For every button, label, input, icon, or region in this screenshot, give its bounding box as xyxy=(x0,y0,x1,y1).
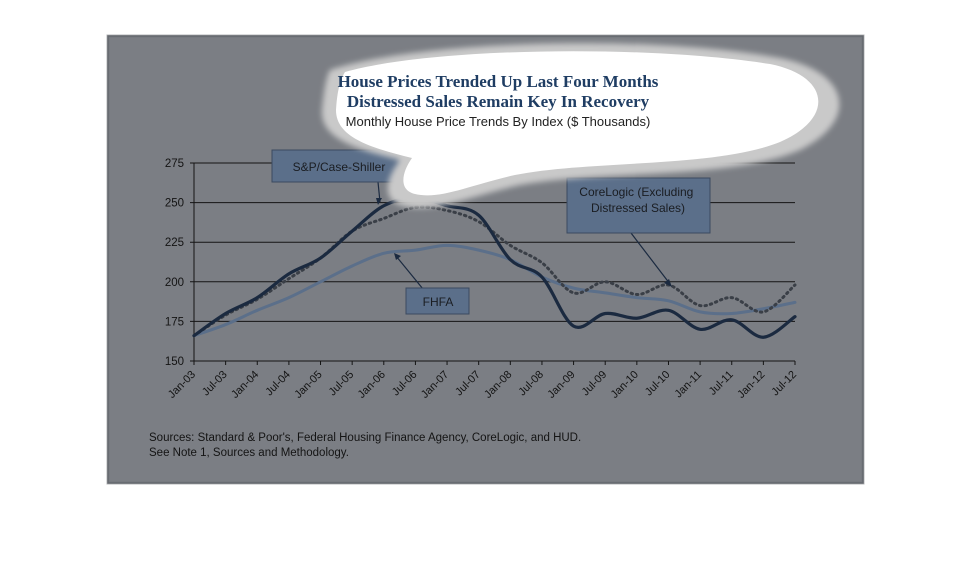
series-line-corelogic xyxy=(192,205,797,338)
y-tick-label: 150 xyxy=(165,356,184,368)
sp-case-shiller-label: S&P/Case-Shiller xyxy=(293,160,386,174)
y-tick-label: 275 xyxy=(165,158,184,170)
corelogic-label-box xyxy=(566,177,711,234)
highlight-scribble xyxy=(321,43,840,208)
corelogic-label: CoreLogic (Excluding Distressed Sales) xyxy=(579,185,696,215)
fhfa-arrow xyxy=(395,255,424,290)
fhfa-label-box xyxy=(405,287,470,315)
sp-arrow-head xyxy=(376,198,382,205)
sources-line-1: Sources: Standard & Poor's, Federal Hous… xyxy=(149,432,581,444)
corelogic-arrow-head xyxy=(664,279,672,287)
y-tick-label: 200 xyxy=(165,277,184,289)
fhfa-label: FHFA xyxy=(423,295,454,309)
chart-subtitle: Distressed Sales Remain Key In Recovery xyxy=(347,92,650,111)
y-tick-label: 250 xyxy=(165,198,184,210)
y-tick-label: 225 xyxy=(165,237,184,249)
y-axis-ticks: 150 175 200 225 250 275 xyxy=(165,158,184,368)
corelogic-arrow xyxy=(630,232,671,285)
y-tick-label: 175 xyxy=(165,316,184,328)
series-line-fhfa xyxy=(192,243,797,338)
series-lines xyxy=(192,196,797,339)
chart-title: House Prices Trended Up Last Four Months xyxy=(338,72,659,91)
sources-line-2: See Note 1, Sources and Methodology. xyxy=(149,447,349,459)
fhfa-arrow-head xyxy=(394,253,401,260)
chart-caption: Monthly House Price Trends By Index ($ T… xyxy=(346,114,651,129)
series-line-case-shiller xyxy=(192,196,797,339)
